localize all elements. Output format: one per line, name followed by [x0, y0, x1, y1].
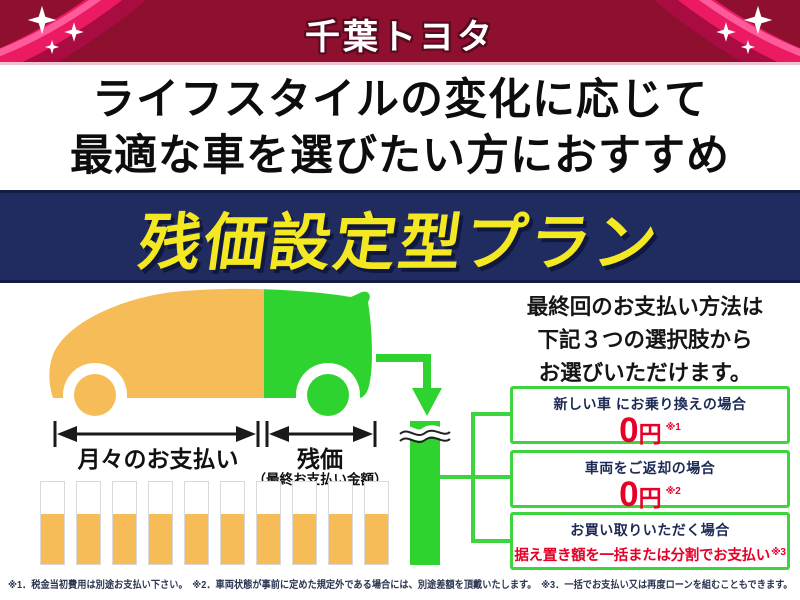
connector-line	[471, 412, 475, 543]
option-box-trade-in: 新しい車 にお乗り換えの場合 0円 ※1	[510, 386, 790, 448]
car-rear-wheel	[307, 374, 349, 416]
headline: ライフスタイルの変化に応じて 最適な車を選びたい方におすすめ	[0, 65, 800, 190]
payment-bar-fill	[41, 513, 64, 564]
option-unit: 円	[638, 421, 662, 447]
sparkle-icon	[27, 5, 84, 55]
payment-bar	[292, 481, 317, 565]
option-amount-row: 0円 ※1	[513, 413, 787, 453]
car-illustration	[49, 288, 372, 427]
residual-bar	[410, 421, 440, 565]
arrowhead-icon	[57, 426, 373, 442]
payment-bar-fill	[149, 513, 172, 564]
option-title: お買い取りいただく場合	[570, 522, 730, 538]
payment-bar	[220, 481, 245, 565]
option-ref: ※3	[770, 547, 786, 558]
residual-label: 残価	[297, 446, 343, 472]
payment-intro: 最終回のお支払い方法は 下記３つの選択肢から お選びいただけます。	[495, 291, 795, 390]
monthly-payment-label: 月々のお支払い	[77, 446, 239, 472]
headline-line2: 最適な車を選びたい方におすすめ	[70, 132, 730, 180]
payment-bar-fill	[221, 513, 244, 564]
payment-intro-line2: 下記３つの選択肢から	[537, 328, 753, 352]
connector-line	[471, 412, 511, 416]
option-box-return: 車両をご返却の場合 0円 ※2	[510, 450, 790, 512]
payment-bar-fill	[77, 513, 100, 564]
option-ref: ※2	[665, 486, 681, 497]
payment-bar-fill	[293, 513, 316, 564]
payment-bar-fill	[329, 513, 352, 564]
down-arrow-icon	[376, 354, 442, 416]
option-ref: ※1	[665, 422, 681, 433]
option-detail-text: 据え置き額を一括または分割でお支払い	[514, 548, 770, 564]
plan-banner: 残価設定型プラン	[0, 190, 800, 283]
header: 千葉トヨタ	[0, 0, 800, 65]
payment-bars	[40, 481, 402, 565]
option-amount: 0	[619, 411, 639, 450]
ribbon-left-icon	[0, 0, 147, 62]
option-detail: 据え置き額を一括または分割でお支払い※3	[513, 544, 787, 565]
payment-intro-line3: お選びいただけます。	[538, 361, 752, 385]
payment-intro-line1: 最終回のお支払い方法は	[526, 295, 764, 319]
residual-sublabel: （最終お支払い金額）	[252, 472, 388, 487]
footnote: ※1．税金当初費用は別途お支払い下さい。 ※2．車両状態が事前に定めた規定外であ…	[8, 580, 793, 591]
connector-line	[471, 539, 511, 543]
payment-bar-fill	[113, 513, 136, 564]
payment-bar-fill	[185, 513, 208, 564]
plan-title: 残価設定型プラン	[134, 208, 664, 278]
payment-bar	[40, 481, 65, 565]
option-title: 車両をご返却の場合	[584, 460, 716, 476]
car-front-wheel	[74, 374, 116, 416]
bar-break-icon	[398, 425, 452, 443]
payment-bar	[256, 481, 281, 565]
brand-logo: 千葉トヨタ	[304, 18, 495, 57]
dimension-arrows	[53, 421, 377, 447]
option-title: 新しい車 にお乗り換えの場合	[553, 396, 747, 412]
car-body	[49, 288, 372, 398]
payment-bar-fill	[257, 513, 280, 564]
headline-line1: ライフスタイルの変化に応じて	[92, 76, 708, 124]
payment-bar	[328, 481, 353, 565]
payment-bar	[112, 481, 137, 565]
option-amount: 0	[619, 475, 639, 514]
payment-bar-fill	[365, 513, 388, 564]
option-box-buyout: お買い取りいただく場合 据え置き額を一括または分割でお支払い※3	[510, 512, 790, 570]
payment-bar	[76, 481, 101, 565]
payment-bar	[184, 481, 209, 565]
option-unit: 円	[638, 485, 662, 511]
sparkle-icon	[716, 5, 773, 55]
option-amount-row: 0円 ※2	[513, 477, 787, 517]
ribbon-right-icon	[653, 0, 800, 62]
connector-line	[440, 475, 511, 479]
payment-bar	[364, 481, 389, 565]
payment-bar	[148, 481, 173, 565]
